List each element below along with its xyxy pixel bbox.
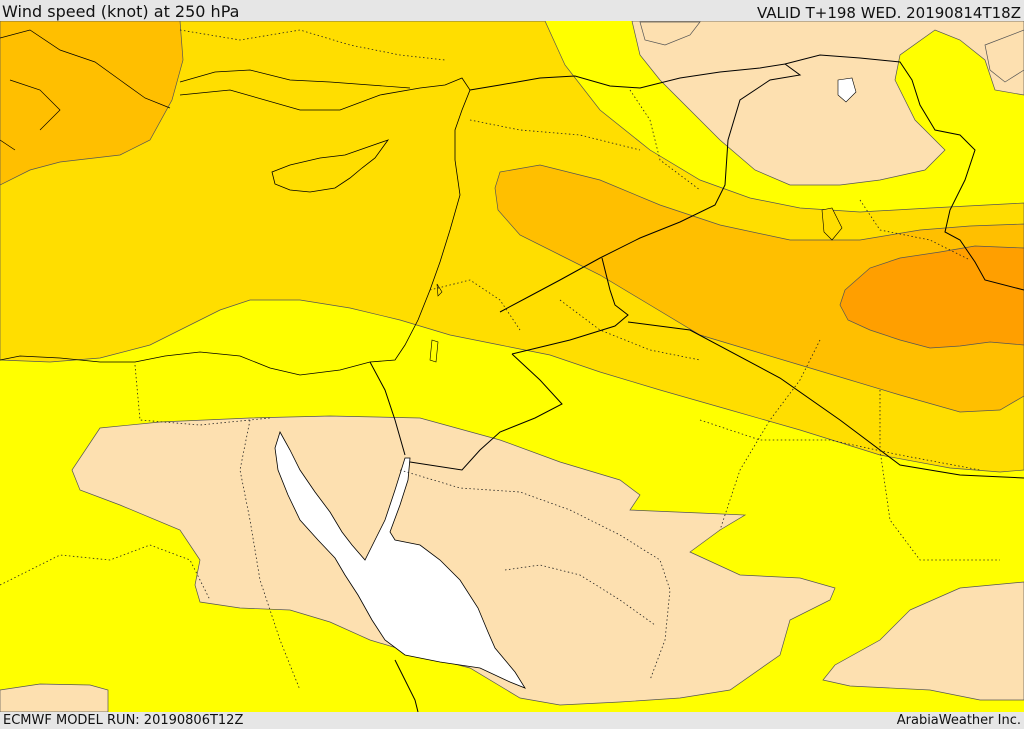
band-amber-east	[494, 164, 1024, 413]
light-wind-north-syria-iraq	[631, 21, 1024, 186]
credit-label: ArabiaWeather Inc.	[896, 713, 1021, 728]
band-orange-core	[839, 245, 1024, 349]
light-wind-egypt-saudi	[71, 415, 836, 706]
model-run: ECMWF MODEL RUN: 20190806T12Z	[3, 713, 244, 728]
lake-tharthar	[837, 77, 857, 103]
egypt-israel-border	[369, 361, 406, 456]
iraq-iran-border	[784, 54, 1024, 291]
regional-boundaries	[0, 29, 1000, 691]
dead-sea	[429, 339, 439, 363]
light-wind-southwest	[0, 683, 109, 712]
red-sea-water	[274, 430, 526, 689]
syria-iraq-border	[469, 63, 802, 313]
turkey-south-coastline	[179, 69, 411, 89]
lake-razzaza	[821, 207, 843, 241]
band-gold-north	[0, 21, 1024, 473]
aegean-coastline	[0, 29, 171, 151]
valid-time: VALID T+198 WED. 20190814T18Z	[756, 4, 1021, 22]
light-wind-southeast	[822, 581, 1024, 701]
cyprus-coastline	[271, 139, 390, 193]
footer-bar: ECMWF MODEL RUN: 20190806T12Z ArabiaWeat…	[0, 712, 1024, 729]
wind-speed-map	[0, 21, 1024, 712]
map-title: Wind speed (knot) at 250 hPa	[2, 2, 240, 21]
light-wind-turkey-small	[639, 21, 701, 46]
band-amber-west	[0, 21, 184, 186]
iraq-saudi-border	[511, 257, 1024, 479]
light-wind-iran-small	[984, 29, 1024, 83]
tiberias-lake	[436, 283, 443, 297]
jordan-saudi-border	[409, 353, 563, 471]
header-bar: Wind speed (knot) at 250 hPa VALID T+198…	[0, 0, 1024, 22]
egypt-sudan-border	[394, 659, 419, 712]
